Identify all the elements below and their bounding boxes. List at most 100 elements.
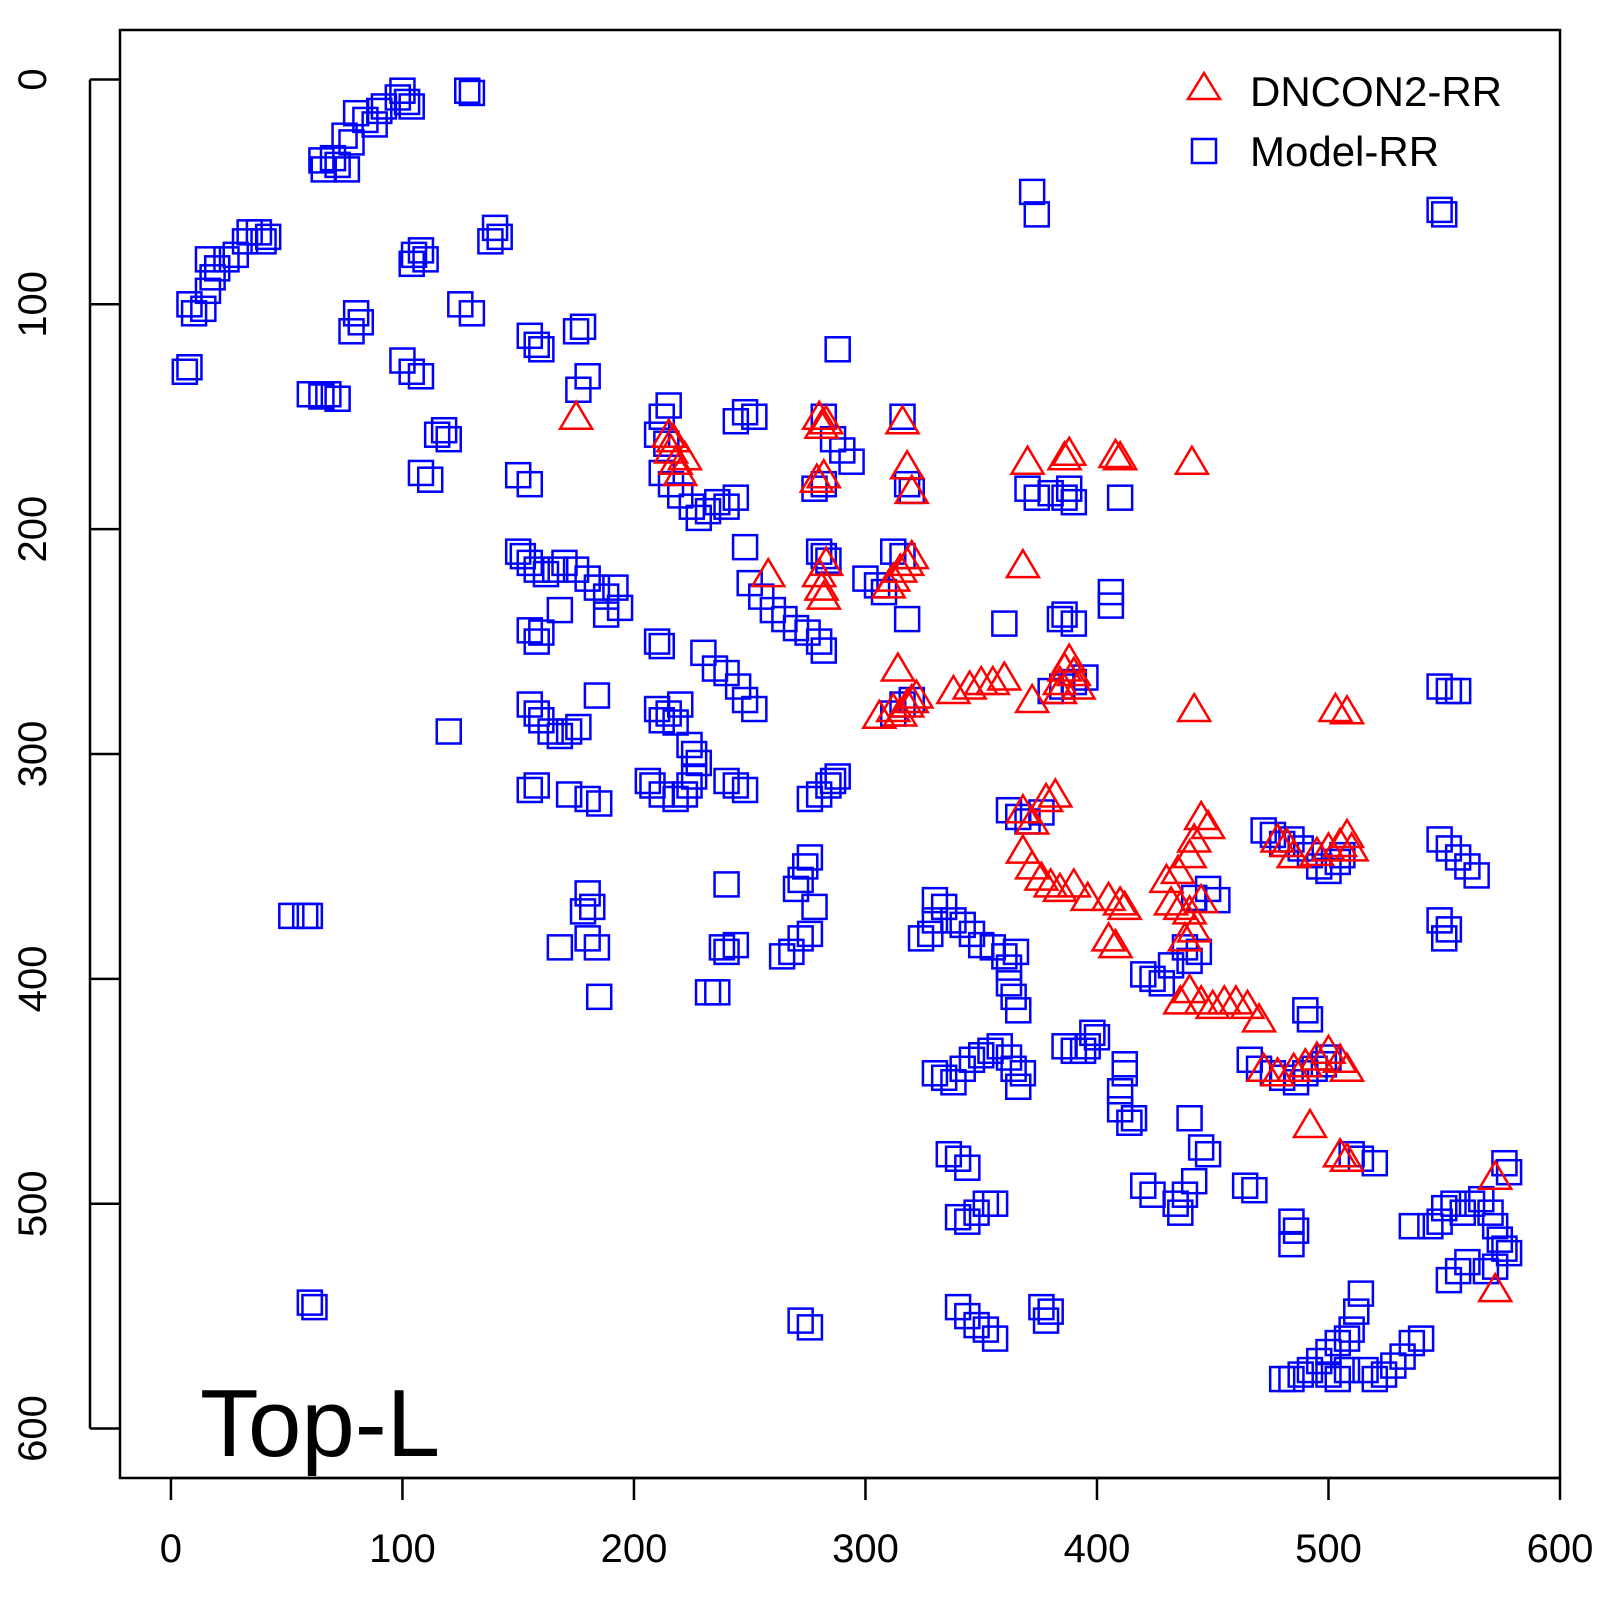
point-model-rr (680, 740, 708, 768)
point-model-rr (796, 920, 824, 948)
point-model-rr (1296, 1356, 1324, 1384)
point-model-rr (555, 718, 583, 745)
point-model-rr (805, 781, 833, 808)
point-model-rr (648, 707, 675, 734)
point-model-rr (407, 459, 435, 487)
point-model-rr (1491, 1235, 1518, 1262)
point-model-rr (523, 628, 550, 655)
point-model-rr (796, 844, 824, 871)
point-dncon2-rr (1051, 435, 1088, 466)
point-model-rr (731, 776, 759, 804)
point-model-rr (528, 619, 555, 646)
point-dncon2-rr (1317, 691, 1354, 723)
point-model-rr (546, 934, 574, 961)
point-model-rr (338, 318, 365, 345)
point-model-rr (516, 776, 544, 804)
point-model-rr (1139, 965, 1166, 993)
point-model-rr (583, 574, 611, 601)
point-dncon2-rr (650, 417, 687, 448)
point-model-rr (940, 907, 967, 934)
point-dncon2-rr (1476, 1271, 1514, 1303)
point-dncon2-rr (1328, 817, 1366, 849)
point-model-rr (930, 893, 958, 921)
point-dncon2-rr (1101, 884, 1139, 916)
point-model-rr (949, 911, 976, 939)
point-model-rr (308, 147, 335, 174)
point-model-rr (796, 1314, 824, 1341)
point-model-rr (199, 264, 226, 291)
point-model-rr (1454, 1248, 1481, 1276)
point-model-rr (458, 79, 486, 107)
point-model-rr (1130, 961, 1157, 988)
point-dncon2-rr (893, 682, 930, 714)
point-model-rr (1002, 938, 1030, 966)
point-model-rr (1180, 1167, 1208, 1195)
point-dncon2-rr (1032, 866, 1069, 898)
point-model-rr (477, 228, 504, 255)
point-model-rr (1111, 1060, 1139, 1087)
point-model-rr (1389, 1343, 1416, 1370)
point-model-rr (585, 790, 613, 817)
point-model-rr (1333, 1356, 1361, 1384)
point-model-rr (1060, 488, 1088, 516)
point-model-rr (435, 425, 462, 453)
point-model-rr (1380, 1352, 1407, 1379)
point-model-rr (430, 416, 458, 444)
point-model-rr (1477, 1199, 1504, 1226)
point-model-rr (606, 594, 634, 622)
point-model-rr (724, 673, 752, 700)
point-dncon2-rr (803, 408, 840, 439)
point-model-rr (296, 902, 324, 930)
point-dncon2-rr (557, 399, 595, 430)
x-tick-label: 0 (160, 1527, 182, 1571)
point-dncon2-rr (807, 403, 845, 435)
point-dncon2-rr (1240, 1001, 1278, 1033)
point-dncon2-rr (1148, 862, 1185, 894)
point-model-rr (981, 1325, 1009, 1352)
point-model-rr (981, 1190, 1009, 1217)
x-tick-label: 300 (832, 1527, 899, 1571)
point-dncon2-rr (1176, 911, 1213, 943)
point-dncon2-rr (1041, 871, 1079, 903)
point-model-rr (333, 156, 361, 183)
point-model-rr (416, 466, 444, 493)
point-model-rr (1481, 1253, 1509, 1280)
legend: DNCON2-RR Model-RR (1185, 68, 1502, 175)
series-dncon2-rr (557, 399, 1514, 1303)
point-model-rr (1481, 1212, 1509, 1240)
point-model-rr (407, 363, 435, 390)
point-model-rr (1315, 1361, 1342, 1388)
point-model-rr (963, 1311, 990, 1339)
point-model-rr (1023, 484, 1051, 511)
point-model-rr (1106, 484, 1134, 511)
point-model-rr (1282, 1069, 1310, 1096)
point-model-rr (949, 1055, 976, 1083)
point-dncon2-rr (1055, 655, 1093, 687)
point-model-rr (787, 866, 814, 894)
point-model-rr (731, 533, 759, 561)
point-model-rr (579, 893, 606, 921)
point-model-rr (565, 713, 592, 741)
point-model-rr (1106, 1096, 1134, 1123)
point-model-rr (954, 1154, 981, 1181)
point-dncon2-rr (1009, 444, 1046, 475)
point-model-rr (1000, 983, 1027, 1011)
point-dncon2-rr (1004, 833, 1042, 864)
point-model-rr (190, 295, 217, 323)
point-model-rr (838, 448, 865, 475)
point-model-rr (308, 383, 335, 410)
point-model-rr (555, 781, 583, 808)
point-model-rr (516, 470, 544, 498)
point-model-rr (370, 93, 398, 120)
point-model-rr (1292, 997, 1319, 1024)
point-model-rr (704, 979, 731, 1006)
point-model-rr (546, 722, 574, 750)
point-model-rr (1083, 1024, 1111, 1051)
point-model-rr (1430, 925, 1458, 952)
point-dncon2-rr (805, 457, 842, 489)
point-model-rr (454, 77, 481, 104)
point-model-rr (1185, 938, 1213, 966)
point-dncon2-rr (1051, 642, 1088, 673)
point-model-rr (562, 318, 590, 345)
point-model-rr (1051, 484, 1078, 511)
